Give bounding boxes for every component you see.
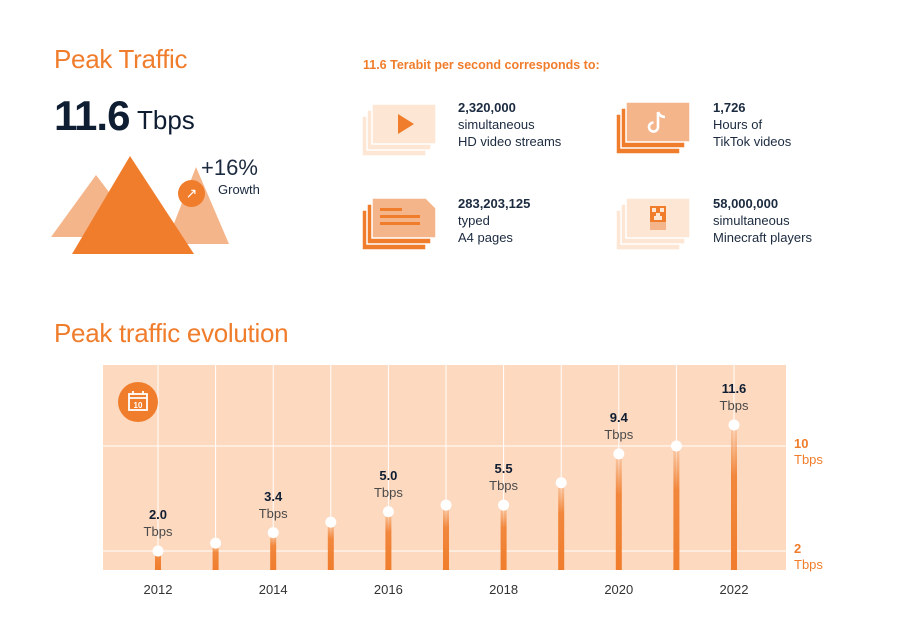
- point-unit-label: Tbps: [373, 484, 403, 500]
- svg-text:10: 10: [134, 401, 143, 410]
- x-tick-label: 2020: [604, 582, 634, 597]
- point-value-label: 2.0: [148, 507, 168, 522]
- point-unit-label: Tbps: [719, 398, 749, 413]
- point-value-label: 9.4: [609, 409, 628, 425]
- x-tick-label: 2018: [489, 582, 519, 597]
- data-point: [728, 419, 740, 431]
- point-value-label: 5.0: [379, 467, 398, 483]
- equivalence-line: A4 pages: [458, 230, 513, 245]
- peak-traffic-title: Peak Traffic: [54, 44, 188, 74]
- data-point: [267, 527, 279, 539]
- equivalence-line: Minecraft players: [713, 230, 812, 245]
- point-value-label: 11.6: [721, 381, 747, 396]
- data-bar: [731, 425, 737, 570]
- equivalence-line: HD video streams: [458, 134, 562, 149]
- equivalence-line: Hours of: [713, 117, 763, 132]
- x-tick-label: 2016: [373, 582, 403, 597]
- data-point: [670, 440, 682, 452]
- chart-title: Peak traffic evolution: [54, 318, 289, 348]
- data-bar: [155, 551, 161, 570]
- peak-traffic-unit: Tbps: [137, 105, 195, 135]
- data-point: [382, 506, 394, 518]
- video-play-icon: [361, 103, 437, 157]
- growth-label: Growth: [218, 182, 260, 197]
- peak-traffic-value: 11.6: [54, 92, 130, 139]
- point-value-label: 5.5: [494, 461, 513, 477]
- y-tick-unit: Tbps: [794, 452, 823, 467]
- correspondence-title: 11.6 Terabit per second corresponds to:: [363, 58, 600, 72]
- data-bar: [673, 446, 680, 570]
- x-tick-label: 2014: [258, 582, 288, 597]
- tiktok-icon: [615, 101, 691, 155]
- data-point: [613, 448, 625, 460]
- data-point: [210, 537, 222, 549]
- data-point: [498, 499, 510, 511]
- data-bar: [327, 522, 334, 570]
- y-tick-value: 10: [794, 436, 809, 451]
- arrow-up-right-icon: ↗: [178, 180, 205, 207]
- equivalence-line: typed: [458, 213, 490, 228]
- data-bar: [270, 532, 277, 570]
- x-tick-label: 2012: [143, 582, 173, 597]
- growth-percentage: +16%: [201, 155, 258, 180]
- data-bar: [385, 511, 392, 570]
- data-point: [555, 477, 567, 489]
- minecraft-creeper-icon: [615, 197, 691, 251]
- data-point: [152, 545, 164, 557]
- point-value-label: 3.4: [264, 488, 283, 504]
- point-unit-label: Tbps: [258, 505, 288, 521]
- data-bar: [212, 543, 219, 570]
- data-point: [325, 516, 337, 528]
- equivalence-line: simultaneous: [458, 117, 535, 132]
- equivalence-pages: 283,203,125 typed A4 pages: [458, 195, 530, 246]
- equivalence-tiktok: 1,726 Hours of TikTok videos: [713, 99, 791, 150]
- point-unit-label: Tbps: [604, 426, 634, 442]
- equivalence-value: 1,726: [713, 100, 746, 115]
- data-bar: [558, 482, 565, 570]
- y-tick-value: 2: [794, 541, 802, 556]
- point-unit-label: Tbps: [489, 478, 519, 494]
- data-bar: [443, 505, 449, 570]
- equivalence-value: 283,203,125: [458, 196, 531, 211]
- y-tick-unit: Tbps: [794, 557, 823, 572]
- data-bar: [500, 505, 507, 570]
- document-page-icon: [361, 197, 437, 251]
- equivalence-line: TikTok videos: [713, 134, 792, 149]
- equivalence-value: 2,320,000: [458, 100, 516, 115]
- data-bar: [615, 453, 622, 570]
- data-point: [440, 499, 452, 511]
- point-unit-label: Tbps: [143, 524, 173, 539]
- equivalence-video: 2,320,000 simultaneous HD video streams: [458, 99, 561, 150]
- equivalence-line: simultaneous: [713, 213, 790, 228]
- x-tick-label: 2022: [719, 582, 749, 597]
- equivalence-minecraft: 58,000,000 simultaneous Minecraft player…: [713, 195, 812, 246]
- calendar-10-icon: 10: [118, 382, 158, 422]
- equivalence-value: 58,000,000: [713, 196, 779, 211]
